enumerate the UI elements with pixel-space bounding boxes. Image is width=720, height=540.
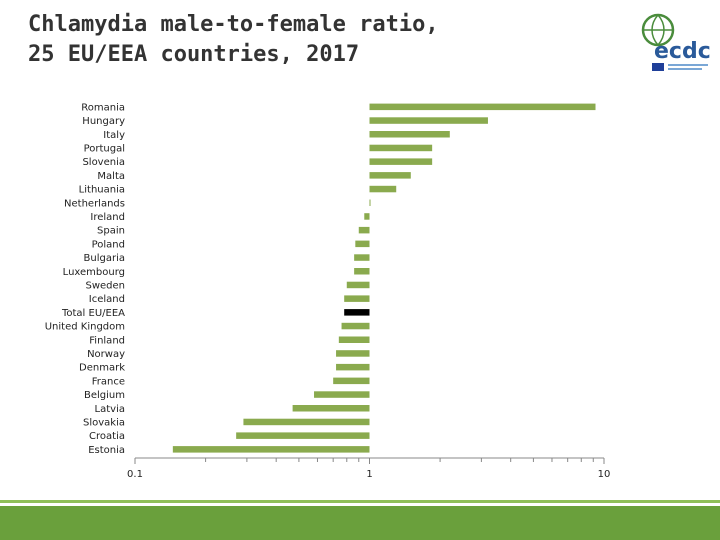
bar-france <box>333 377 370 385</box>
label-france: France <box>92 376 125 387</box>
label-estonia: Estonia <box>88 445 125 456</box>
bars-group <box>172 103 596 453</box>
eu-flag-icon <box>652 63 664 71</box>
bar-netherlands <box>369 199 371 206</box>
ratio-bar-chart: Romania Hungary Italy Portugal Slovenia Malta… <box>45 102 611 480</box>
bar-romania <box>369 103 596 111</box>
ecdc-logo: ecdc <box>641 13 711 71</box>
bar-italy <box>369 131 450 138</box>
bar-bulgaria <box>354 254 370 261</box>
label-slovenia: Slovenia <box>82 157 125 168</box>
footer-band <box>0 506 720 540</box>
label-netherlands: Netherlands <box>64 198 125 209</box>
label-italy: Italy <box>103 130 125 141</box>
label-hungary: Hungary <box>82 116 125 127</box>
bar-sweden <box>346 281 370 289</box>
bar-finland <box>338 336 370 343</box>
slide-title: Chlamydia male-to-female ratio, 25 EU/EE… <box>28 10 439 70</box>
bar-estonia <box>172 446 370 453</box>
label-total-eu-eea: Total EU/EEA <box>61 308 125 319</box>
bar-slovakia <box>243 418 370 426</box>
label-lithuania: Lithuania <box>79 185 125 196</box>
bar-hungary <box>369 117 488 124</box>
bar-slovenia <box>369 158 433 165</box>
bar-ireland <box>364 213 370 220</box>
bar-belgium <box>314 391 370 398</box>
title-line-2: 25 EU/EEA countries, 2017 <box>28 42 360 67</box>
bar-portugal <box>369 144 433 152</box>
bar-spain <box>358 226 370 234</box>
bar-poland <box>355 240 370 248</box>
bar-iceland <box>344 295 370 302</box>
logo-tagline-2 <box>668 68 702 70</box>
label-united-kingdom: United Kingdom <box>45 322 125 333</box>
globe-meridian <box>644 14 672 46</box>
label-romania: Romania <box>81 102 125 113</box>
bar-luxembourg <box>354 268 370 275</box>
bar-croatia <box>236 432 370 439</box>
label-croatia: Croatia <box>89 431 125 442</box>
label-bulgaria: Bulgaria <box>84 253 125 264</box>
label-iceland: Iceland <box>89 294 125 305</box>
footer-line <box>0 500 720 503</box>
bar-norway <box>336 350 370 357</box>
logo-wordmark: ecdc <box>654 39 711 64</box>
label-portugal: Portugal <box>84 143 125 154</box>
bar-united-kingdom <box>341 322 370 330</box>
label-denmark: Denmark <box>79 363 125 374</box>
title-line-1: Chlamydia male-to-female ratio, <box>28 12 439 37</box>
x-axis: 0.1 1 10 <box>127 457 611 480</box>
label-belgium: Belgium <box>84 390 125 401</box>
label-latvia: Latvia <box>95 404 125 415</box>
label-malta: Malta <box>97 171 125 182</box>
category-labels-group: Romania Hungary Italy Portugal Slovenia Malta… <box>45 102 125 456</box>
label-sweden: Sweden <box>85 280 125 291</box>
bar-lithuania <box>369 185 397 193</box>
label-finland: Finland <box>89 335 125 346</box>
label-poland: Poland <box>92 239 125 250</box>
x-tick-label: 10 <box>598 469 611 480</box>
label-slovakia: Slovakia <box>83 417 125 428</box>
label-spain: Spain <box>97 226 125 237</box>
bar-denmark <box>336 363 370 371</box>
label-ireland: Ireland <box>90 212 125 223</box>
bar-total-eu-eea <box>344 309 370 316</box>
label-luxembourg: Luxembourg <box>63 267 125 278</box>
x-tick-label: 1 <box>366 469 372 480</box>
logo-tagline-1 <box>668 64 708 66</box>
bar-latvia <box>292 405 370 412</box>
x-tick-label: 0.1 <box>127 469 143 480</box>
label-norway: Norway <box>87 349 125 360</box>
bar-malta <box>369 172 411 179</box>
